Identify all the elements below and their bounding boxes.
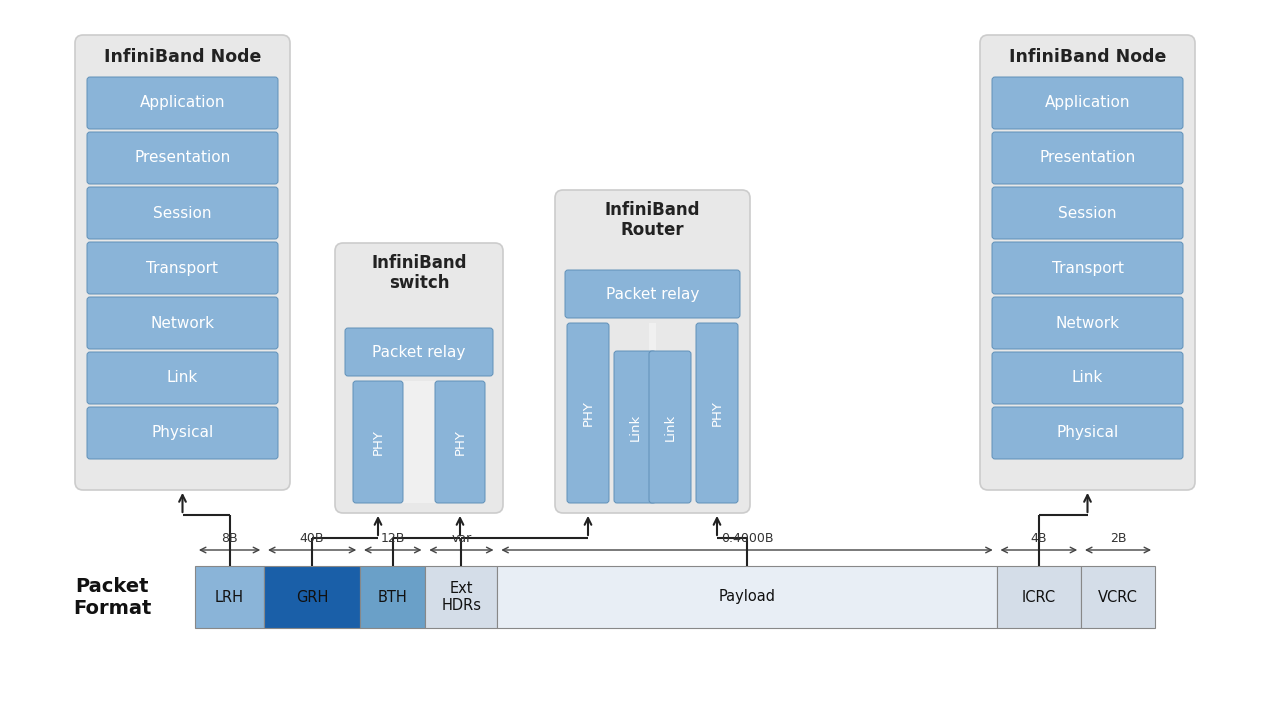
- FancyBboxPatch shape: [87, 77, 278, 129]
- Text: Physical: Physical: [151, 426, 214, 441]
- Text: InfiniBand Node: InfiniBand Node: [104, 48, 261, 66]
- Text: 4B: 4B: [1030, 531, 1047, 544]
- Text: GRH: GRH: [296, 590, 328, 605]
- Bar: [425, 566, 498, 628]
- Text: Ext
HDRs: Ext HDRs: [442, 581, 481, 613]
- Text: var: var: [452, 531, 471, 544]
- Text: InfiniBand
switch: InfiniBand switch: [371, 254, 467, 293]
- Text: Session: Session: [1059, 206, 1116, 221]
- Text: Packet relay: Packet relay: [372, 344, 466, 360]
- Text: Packet
Format: Packet Format: [73, 577, 151, 618]
- FancyBboxPatch shape: [87, 297, 278, 349]
- FancyBboxPatch shape: [87, 187, 278, 239]
- Text: Link: Link: [1071, 370, 1103, 385]
- FancyBboxPatch shape: [980, 35, 1196, 490]
- Text: Session: Session: [154, 206, 211, 221]
- Text: Link: Link: [663, 413, 677, 441]
- Text: InfiniBand
Router: InfiniBand Router: [604, 201, 700, 239]
- FancyBboxPatch shape: [353, 381, 403, 503]
- Text: Network: Network: [151, 316, 215, 331]
- Text: Packet relay: Packet relay: [605, 286, 699, 301]
- FancyBboxPatch shape: [335, 243, 503, 513]
- FancyBboxPatch shape: [992, 352, 1183, 404]
- Bar: [360, 566, 425, 628]
- Text: Presentation: Presentation: [1039, 150, 1135, 165]
- FancyBboxPatch shape: [76, 35, 291, 490]
- Text: Network: Network: [1056, 316, 1120, 331]
- FancyBboxPatch shape: [992, 407, 1183, 459]
- Text: Presentation: Presentation: [134, 150, 230, 165]
- Text: 8B: 8B: [221, 531, 238, 544]
- Text: Transport: Transport: [1051, 260, 1124, 275]
- Bar: [997, 566, 1082, 628]
- FancyBboxPatch shape: [992, 242, 1183, 294]
- Text: Link: Link: [166, 370, 198, 385]
- FancyBboxPatch shape: [992, 132, 1183, 184]
- Text: 2B: 2B: [1110, 531, 1126, 544]
- Bar: [498, 566, 997, 628]
- FancyBboxPatch shape: [567, 323, 609, 503]
- FancyBboxPatch shape: [87, 132, 278, 184]
- Bar: [649, 323, 657, 503]
- FancyBboxPatch shape: [992, 297, 1183, 349]
- Text: 0.4000B: 0.4000B: [721, 531, 773, 544]
- Text: 40B: 40B: [300, 531, 324, 544]
- Text: Application: Application: [140, 96, 225, 111]
- Text: Payload: Payload: [718, 590, 776, 605]
- Text: PHY: PHY: [371, 429, 384, 455]
- FancyBboxPatch shape: [992, 77, 1183, 129]
- Bar: [403, 381, 435, 503]
- Bar: [1082, 566, 1155, 628]
- Text: PHY: PHY: [453, 429, 466, 455]
- FancyBboxPatch shape: [87, 407, 278, 459]
- FancyBboxPatch shape: [992, 187, 1183, 239]
- Text: ICRC: ICRC: [1021, 590, 1056, 605]
- Text: Application: Application: [1044, 96, 1130, 111]
- Text: Link: Link: [628, 413, 641, 441]
- Text: Physical: Physical: [1056, 426, 1119, 441]
- Text: PHY: PHY: [581, 400, 594, 426]
- FancyBboxPatch shape: [696, 323, 739, 503]
- Text: VCRC: VCRC: [1098, 590, 1138, 605]
- FancyBboxPatch shape: [346, 328, 493, 376]
- FancyBboxPatch shape: [564, 270, 740, 318]
- FancyBboxPatch shape: [435, 381, 485, 503]
- FancyBboxPatch shape: [87, 242, 278, 294]
- Text: BTH: BTH: [378, 590, 407, 605]
- Text: 12B: 12B: [380, 531, 404, 544]
- Text: InfiniBand Node: InfiniBand Node: [1009, 48, 1166, 66]
- FancyBboxPatch shape: [87, 352, 278, 404]
- Bar: [195, 566, 264, 628]
- FancyBboxPatch shape: [614, 351, 657, 503]
- Text: Transport: Transport: [146, 260, 219, 275]
- Bar: [264, 566, 360, 628]
- Text: LRH: LRH: [215, 590, 244, 605]
- FancyBboxPatch shape: [556, 190, 750, 513]
- FancyBboxPatch shape: [649, 351, 691, 503]
- Text: PHY: PHY: [710, 400, 723, 426]
